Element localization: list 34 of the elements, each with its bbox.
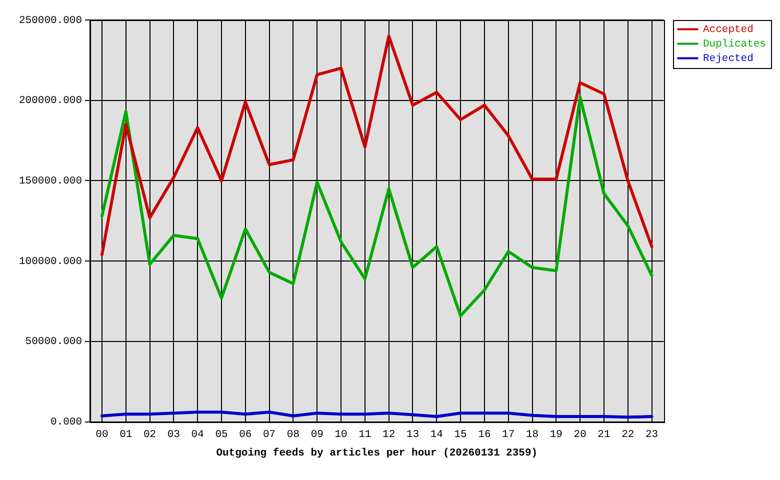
y-tick-label: 50000.000 (25, 336, 82, 348)
y-tick-label: 100000.000 (18, 256, 82, 268)
legend-label: Duplicates (702, 38, 766, 51)
x-tick-label: 21 (598, 428, 610, 441)
x-tick-label: 12 (382, 428, 396, 441)
x-tick-label: 01 (120, 428, 132, 441)
x-tick-label: 04 (191, 428, 204, 441)
x-axis-title: Outgoing feeds by articles per hour (20260131 2359) (216, 447, 538, 460)
x-tick-label: 11 (358, 428, 372, 441)
x-tick-label: 15 (454, 428, 467, 441)
y-tick-label: 250000.000 (18, 14, 82, 27)
y-tick-label: 200000.000 (18, 95, 82, 108)
x-tick-label: 18 (526, 428, 539, 441)
legend-label: Rejected (702, 53, 754, 66)
x-tick-label: 17 (502, 428, 515, 441)
x-tick-label: 13 (406, 428, 420, 441)
legend-label: Accepted (702, 24, 754, 36)
x-tick-label: 03 (167, 428, 180, 441)
y-tick-label: 150000.000 (18, 176, 82, 188)
y-tick-label: 0.000 (50, 416, 82, 429)
x-tick-label: 16 (478, 428, 491, 441)
x-tick-label: 06 (239, 428, 252, 441)
x-tick-label: 22 (622, 428, 634, 441)
x-tick-label: 00 (96, 428, 108, 441)
x-tick-label: 08 (286, 428, 300, 441)
x-tick-label: 10 (334, 428, 348, 441)
x-tick-label: 20 (574, 428, 586, 441)
x-tick-label: 02 (143, 428, 156, 441)
x-tick-label: 05 (215, 428, 228, 441)
x-tick-label: 09 (310, 428, 324, 441)
x-tick-label: 14 (430, 428, 443, 441)
x-tick-label: 07 (262, 428, 276, 441)
x-tick-label: 23 (645, 428, 658, 441)
x-tick-label: 19 (550, 428, 562, 441)
